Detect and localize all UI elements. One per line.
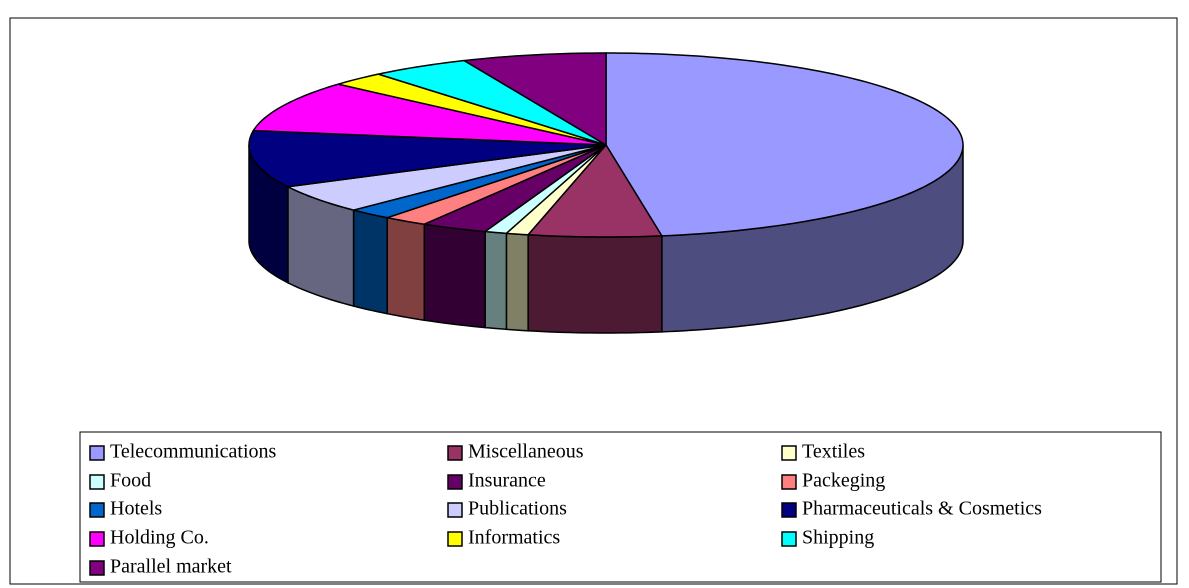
slice-top xyxy=(384,144,607,225)
pie-slice xyxy=(248,129,607,285)
slice-side xyxy=(505,232,529,332)
pie-slice xyxy=(338,73,607,146)
legend-label: Informatics xyxy=(468,527,560,549)
slice-top xyxy=(285,144,607,211)
legend-swatch xyxy=(781,502,797,518)
slice-top xyxy=(375,59,607,146)
legend-swatch xyxy=(89,474,105,490)
slice-side xyxy=(423,223,486,329)
slice-side xyxy=(527,233,663,334)
legend-label: Packeging xyxy=(802,470,885,492)
slice-top xyxy=(248,129,607,188)
pie-slice xyxy=(285,144,607,308)
legend-swatch xyxy=(89,445,105,461)
slice-top xyxy=(353,144,607,219)
legend-swatch xyxy=(89,502,105,518)
legend-label: Insurance xyxy=(468,470,546,492)
slice-side xyxy=(484,230,508,331)
pie-slice xyxy=(384,144,607,322)
legend-label: Hotels xyxy=(110,498,162,520)
slice-side xyxy=(352,209,388,315)
slice-top xyxy=(421,144,607,233)
legend-label: Miscellaneous xyxy=(468,441,584,463)
legend-label: Publications xyxy=(468,498,567,520)
legend-label: Food xyxy=(110,470,151,492)
legend-swatch xyxy=(447,531,463,547)
legend-swatch xyxy=(781,474,797,490)
legend-label: Shipping xyxy=(802,527,874,549)
legend-swatch xyxy=(781,531,797,547)
slice-top xyxy=(338,73,607,146)
legend-swatch xyxy=(89,560,105,576)
legend-swatch xyxy=(781,445,797,461)
pie-slice xyxy=(375,59,607,146)
legend-swatch xyxy=(89,531,105,547)
pie-slice xyxy=(605,52,964,333)
legend-label: Parallel market xyxy=(110,556,232,578)
legend-swatch xyxy=(447,474,463,490)
legend-swatch xyxy=(447,445,463,461)
slice-top xyxy=(252,83,607,146)
legend-box xyxy=(79,431,1162,583)
legend-label: Pharmaceuticals & Cosmetics xyxy=(802,498,1042,520)
pie-slice xyxy=(461,52,607,147)
legend-label: Holding Co. xyxy=(110,527,209,549)
slice-top xyxy=(526,143,664,238)
slice-top xyxy=(605,52,964,237)
legend-label: Telecommunications xyxy=(110,441,277,463)
pie-slice xyxy=(252,83,607,146)
slice-top xyxy=(461,52,607,147)
pie-slice xyxy=(526,143,664,334)
legend-label: Textiles xyxy=(802,441,865,463)
slice-side xyxy=(386,216,426,322)
legend-swatch xyxy=(447,502,463,518)
